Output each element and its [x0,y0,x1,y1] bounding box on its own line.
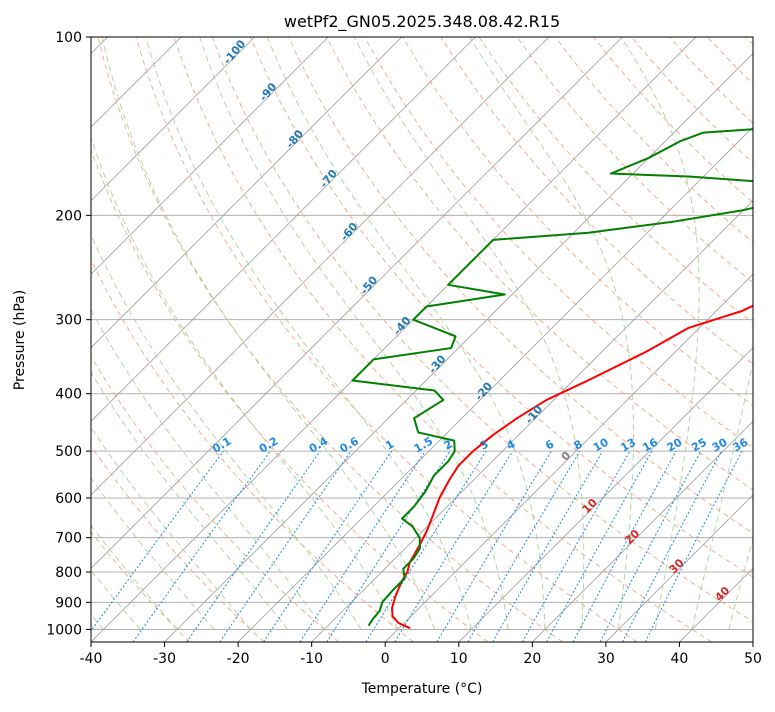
dry-adiabat-line [402,37,753,407]
x-axis-title: Temperature (°C) [361,681,483,697]
isotherm-line [91,37,550,496]
isotherm-line [91,37,476,422]
dry-adiabat-line [91,445,265,642]
moist-adiabat-line [691,360,753,630]
dry-adiabat-line [91,355,340,642]
mixing-ratio-line [263,450,392,642]
moist-adiabat-line [620,37,700,630]
x-tick-label: 40 [671,651,689,667]
moist-adiabat-line [145,37,472,630]
mixing-ratio-line [219,450,352,642]
isotherm-line [752,641,753,642]
moist-adiabat-line [91,569,141,630]
moist-adiabat-line [91,477,215,630]
dry-adiabat-line [97,37,563,642]
dry-adiabat-line [249,37,753,578]
x-tick-label: -40 [80,651,103,667]
mixing-ratio-line [326,450,451,642]
moist-adiabat-line [266,37,546,630]
isotherm-line [384,273,753,642]
mixing-ratio-line [522,450,631,642]
y-tick-label: 200 [55,208,82,224]
moist-adiabat-line [91,136,399,630]
x-tick-label: 50 [744,651,762,667]
dry-adiabat-line [173,37,713,642]
y-axis-title: Pressure (hPa) [12,290,28,390]
x-tick-label: -20 [227,651,250,667]
isotherm-line [532,420,753,642]
moist-adiabat-line [469,37,634,630]
isotherm-line [91,37,623,570]
mixing-ratio-line [91,450,224,632]
mixing-ratio-line [622,450,722,642]
x-tick-label: -10 [300,651,323,667]
moist-adiabat-line [199,37,509,630]
mixing-ratio-line [492,450,604,642]
dry-adiabat-line [91,531,190,642]
y-tick-label: 1000 [46,622,82,638]
moist-adiabat-line [91,371,288,630]
plot-background [91,37,753,642]
x-tick-label: -30 [153,651,176,667]
dewpoint-profile-line [351,128,753,627]
moist-adiabat-line [91,233,362,630]
y-tick-label: 300 [55,313,82,329]
moist-adiabat-line [728,537,753,630]
y-tick-label: 800 [55,565,82,581]
isotherm-line [237,126,753,642]
moist-adiabat-line [91,426,252,630]
dry-adiabat-line [135,37,638,642]
mixing-ratio-line [186,450,321,642]
moist-adiabat-line [91,524,178,630]
isotherm-line [91,37,403,349]
y-tick-label: 600 [55,491,82,507]
dry-adiabat-line [91,258,414,642]
y-tick-label: 900 [55,595,82,611]
dry-adiabat-line [91,148,489,642]
x-tick-label: 30 [597,651,615,667]
x-tick-label: 0 [381,651,390,667]
y-tick-label: 400 [55,387,82,403]
dry-adiabat-line [440,37,753,365]
y-tick-label: 500 [55,444,82,460]
dry-adiabat-line [516,37,753,284]
mixing-ratio-line [572,450,677,642]
temperature-profile-line [391,304,753,630]
x-tick-label: 20 [523,651,541,667]
mixing-ratio-line [299,450,426,642]
moist-adiabat-line [91,308,325,630]
mixing-ratio-line [546,450,653,642]
dry-adiabat-line [211,37,753,623]
mixing-ratio-line [132,450,271,642]
isotherm-line [679,567,753,642]
moist-adiabat-line [353,37,585,630]
mixing-ratio-line [644,450,743,642]
moist-adiabat-line [101,37,435,630]
x-tick-label: 10 [450,651,468,667]
mixing-ratio-line [394,450,514,642]
isotherm-line [164,52,753,642]
isotherm-line [458,347,753,642]
plot-frame [90,36,754,643]
y-tick-label: 100 [55,30,82,46]
chart-title: wetPf2_GN05.2025.348.08.42.R15 [284,12,560,32]
y-tick-label: 700 [55,531,82,547]
